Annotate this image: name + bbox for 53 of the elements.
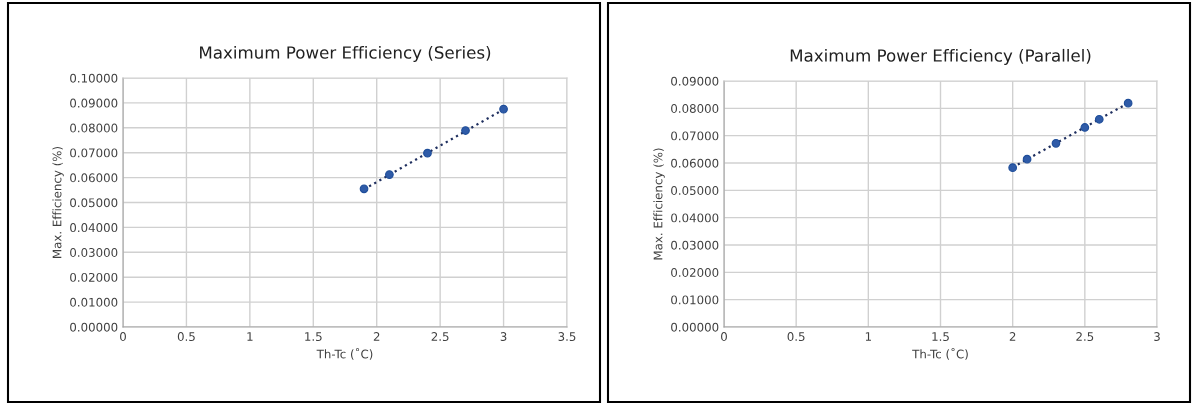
- y-tick-label: 0.00000: [671, 322, 719, 332]
- point: [423, 148, 432, 158]
- y-tick-label: 0.06000: [70, 173, 118, 183]
- chart-title: Maximum Power Efficiency (Parallel): [790, 48, 1091, 66]
- y-tick-label: 0.09000: [70, 98, 118, 108]
- y-tick-label: 0.08000: [70, 123, 118, 133]
- point: [1080, 123, 1090, 132]
- x-tick-label: 2: [373, 332, 380, 341]
- y-tick-label: 0.01000: [671, 295, 719, 305]
- x-tick-label: 0: [120, 332, 126, 341]
- point: [499, 104, 508, 114]
- y-axis-title: Max. Efficiency (%): [52, 146, 64, 258]
- y-axis-title: Max. Efficiency (%): [653, 148, 665, 260]
- chart-title: Maximum Power Efficiency (Series): [200, 45, 491, 63]
- point: [385, 170, 394, 179]
- x-tick-label: 0.5: [787, 332, 805, 341]
- point: [1008, 163, 1018, 173]
- y-tick-label: 0.02000: [70, 272, 118, 282]
- y-tick-label: 0.07000: [671, 131, 719, 141]
- x-tick-label: 2: [1009, 332, 1016, 341]
- x-tick-label: 1: [865, 332, 871, 341]
- y-tick-label: 0.05000: [671, 186, 719, 195]
- x-tick-label: 0: [721, 332, 727, 341]
- y-tick-label: 0.08000: [671, 104, 719, 113]
- y-tick-label: 0.09000: [671, 76, 719, 86]
- x-tick-label: 1.5: [305, 332, 322, 341]
- point: [1094, 114, 1104, 124]
- y-tick-label: 0.05000: [70, 198, 118, 208]
- point: [461, 126, 470, 135]
- point: [1051, 138, 1061, 148]
- y-tick-label: 0.04000: [671, 213, 719, 223]
- y-tick-label: 0.06000: [671, 158, 719, 168]
- point: [1123, 98, 1133, 108]
- x-tick-label: 0.5: [177, 332, 195, 341]
- y-tick-label: 0.10000: [70, 73, 118, 83]
- x-tick-label: 1.5: [932, 332, 949, 341]
- x-tick-label: 2.5: [431, 332, 449, 341]
- x-tick-label: 3: [1154, 332, 1160, 341]
- point: [359, 184, 369, 194]
- x-axis-title: Th-Tc (˚C): [316, 347, 373, 360]
- x-tick-label: 2.5: [1076, 332, 1094, 341]
- x-axis-title: Th-Tc (˚C): [912, 347, 968, 360]
- y-tick-label: 0.04000: [70, 223, 118, 233]
- point: [1022, 154, 1032, 164]
- y-tick-label: 0.02000: [671, 268, 719, 277]
- y-tick-label: 0.03000: [70, 248, 118, 257]
- x-tick-label: 1: [247, 332, 253, 341]
- y-tick-label: 0.00000: [70, 322, 118, 332]
- x-tick-label: 3: [500, 332, 507, 341]
- y-tick-label: 0.01000: [70, 297, 118, 307]
- y-tick-label: 0.03000: [671, 240, 719, 250]
- y-tick-label: 0.07000: [70, 148, 118, 158]
- x-tick-label: 3.5: [558, 332, 576, 341]
